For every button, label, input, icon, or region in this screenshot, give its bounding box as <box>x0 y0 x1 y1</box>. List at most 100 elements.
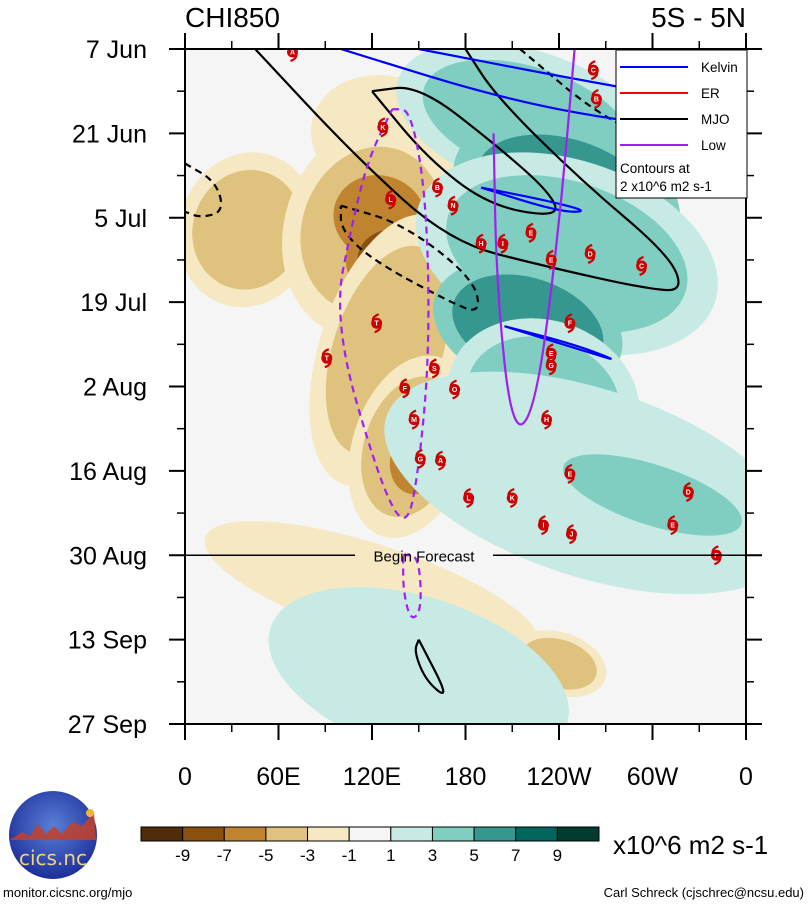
footer-credit: Carl Schreck (cjschrec@ncsu.edu) <box>604 885 804 900</box>
storm-label: I <box>502 241 504 248</box>
storm-label: H <box>479 241 484 248</box>
y-tick-label: 7 Jun <box>86 36 147 64</box>
storm-icon <box>377 121 389 133</box>
storm-label: I <box>542 523 544 530</box>
storm-marker: S <box>428 358 440 379</box>
storm-label: K <box>510 495 515 502</box>
colorbar-label: -7 <box>217 846 232 865</box>
storm-label: F <box>403 386 408 393</box>
colorbar-swatch <box>348 826 392 842</box>
storm-label: J <box>570 532 574 539</box>
storm-marker: I <box>497 233 509 254</box>
chart-title-right: 5S - 5N <box>651 2 746 33</box>
storm-marker: J <box>565 524 577 545</box>
y-tick-label: 30 Aug <box>69 542 147 570</box>
anomaly-shading <box>185 49 746 724</box>
storm-label: G <box>548 363 554 370</box>
x-tick-label: 60W <box>627 763 679 791</box>
storm-icon <box>545 254 557 266</box>
contour-low-negative <box>339 108 430 519</box>
colorbar-swatch <box>265 826 309 842</box>
storm-label: D <box>686 489 691 496</box>
colorbar-swatch <box>307 826 350 842</box>
storm-icon <box>371 317 383 329</box>
colorbar-swatch <box>515 826 558 842</box>
storm-marker: C <box>636 255 648 276</box>
storm-label: N <box>451 203 456 210</box>
y-tick-label: 19 Jul <box>80 289 147 317</box>
storm-marker: E <box>667 515 679 536</box>
x-axis: 0 60E 120E 180 120W 60W 0 <box>178 33 753 791</box>
storm-marker: N <box>447 195 459 216</box>
storm-marker: B <box>590 88 602 110</box>
storm-marker: G <box>414 448 426 469</box>
storm-icon <box>408 414 420 426</box>
colorbar-label: 7 <box>511 846 520 865</box>
storm-label: B <box>435 185 440 192</box>
storm-marker: K <box>377 117 389 138</box>
storm-label: E <box>529 230 534 237</box>
anomaly-blob <box>298 606 539 724</box>
storm-icon <box>321 352 333 364</box>
storm-icon <box>506 492 518 504</box>
contour-mjo-positive <box>414 639 445 695</box>
storm-icon <box>287 49 299 58</box>
x-tick-label: 120W <box>526 763 592 791</box>
storm-markers: A C B K B L N E H I D E C T F E T G S F O H M G A E D L K I E J F <box>287 49 722 566</box>
storm-marker: T <box>321 348 333 369</box>
storm-label: S <box>432 366 437 373</box>
storm-marker: E <box>525 222 537 243</box>
contour-kelvin-positive <box>504 325 612 360</box>
storm-marker: M <box>408 409 420 430</box>
y-tick-label: 16 Aug <box>69 458 147 486</box>
logo-sun <box>86 809 94 817</box>
storm-label: D <box>588 251 593 258</box>
storm-marker: D <box>584 243 596 264</box>
storm-label: C <box>639 263 644 270</box>
colorbar-label: -3 <box>300 846 315 865</box>
storm-icon <box>449 384 461 396</box>
storm-icon <box>590 93 602 105</box>
legend: Kelvin ER MJO Low Contours at 2 x10^6 m2 s-… <box>615 49 748 199</box>
storm-label: E <box>549 257 554 264</box>
storm-marker: O <box>449 379 461 400</box>
storm-marker: T <box>371 313 383 334</box>
storm-label: B <box>594 97 599 104</box>
storm-icon <box>497 238 509 250</box>
forecast-divider: Begin Forecast <box>185 548 746 565</box>
y-tick-label: 27 Sep <box>68 711 147 739</box>
storm-label: M <box>411 417 417 424</box>
storm-icon <box>475 238 487 250</box>
storm-label: O <box>452 387 458 394</box>
storm-icon <box>428 362 440 374</box>
legend-note-line2: 2 x10^6 m2 s-1 <box>620 179 712 194</box>
storm-icon <box>541 414 553 426</box>
logo-text: cics.nc <box>19 846 87 870</box>
chart-title-left: CHI850 <box>185 2 280 33</box>
logo-mountains <box>10 812 96 840</box>
y-tick-label: 21 Jun <box>72 120 147 148</box>
contour-mjo-positive <box>371 86 557 215</box>
storm-marker: E <box>545 249 557 270</box>
storm-marker: I <box>537 515 549 536</box>
colorbar-label: 9 <box>553 846 562 865</box>
colorbar-label: -1 <box>342 846 357 865</box>
colorbar-swatch <box>556 826 600 842</box>
colorbar-label: -9 <box>175 846 190 865</box>
storm-marker: C <box>587 60 599 81</box>
storm-marker: D <box>682 481 694 502</box>
y-tick-label: 2 Aug <box>83 374 147 402</box>
footer-url[interactable]: monitor.cicsnc.org/mjo <box>3 885 132 900</box>
contour-mjo-negative <box>185 162 223 218</box>
colorbar: -9 -7 -5 -3 -1 1 3 5 7 9 <box>140 826 600 865</box>
storm-marker: G <box>545 355 557 376</box>
storm-marker: L <box>463 487 475 509</box>
storm-label: T <box>325 356 330 363</box>
x-tick-label: 180 <box>445 763 487 791</box>
legend-label-low: Low <box>701 138 726 153</box>
colorbar-label: 1 <box>386 846 395 865</box>
contour-mjo-negative <box>339 204 480 311</box>
colorbar-label: -5 <box>258 846 273 865</box>
storm-label: E <box>568 471 573 478</box>
storm-icon <box>447 200 459 212</box>
